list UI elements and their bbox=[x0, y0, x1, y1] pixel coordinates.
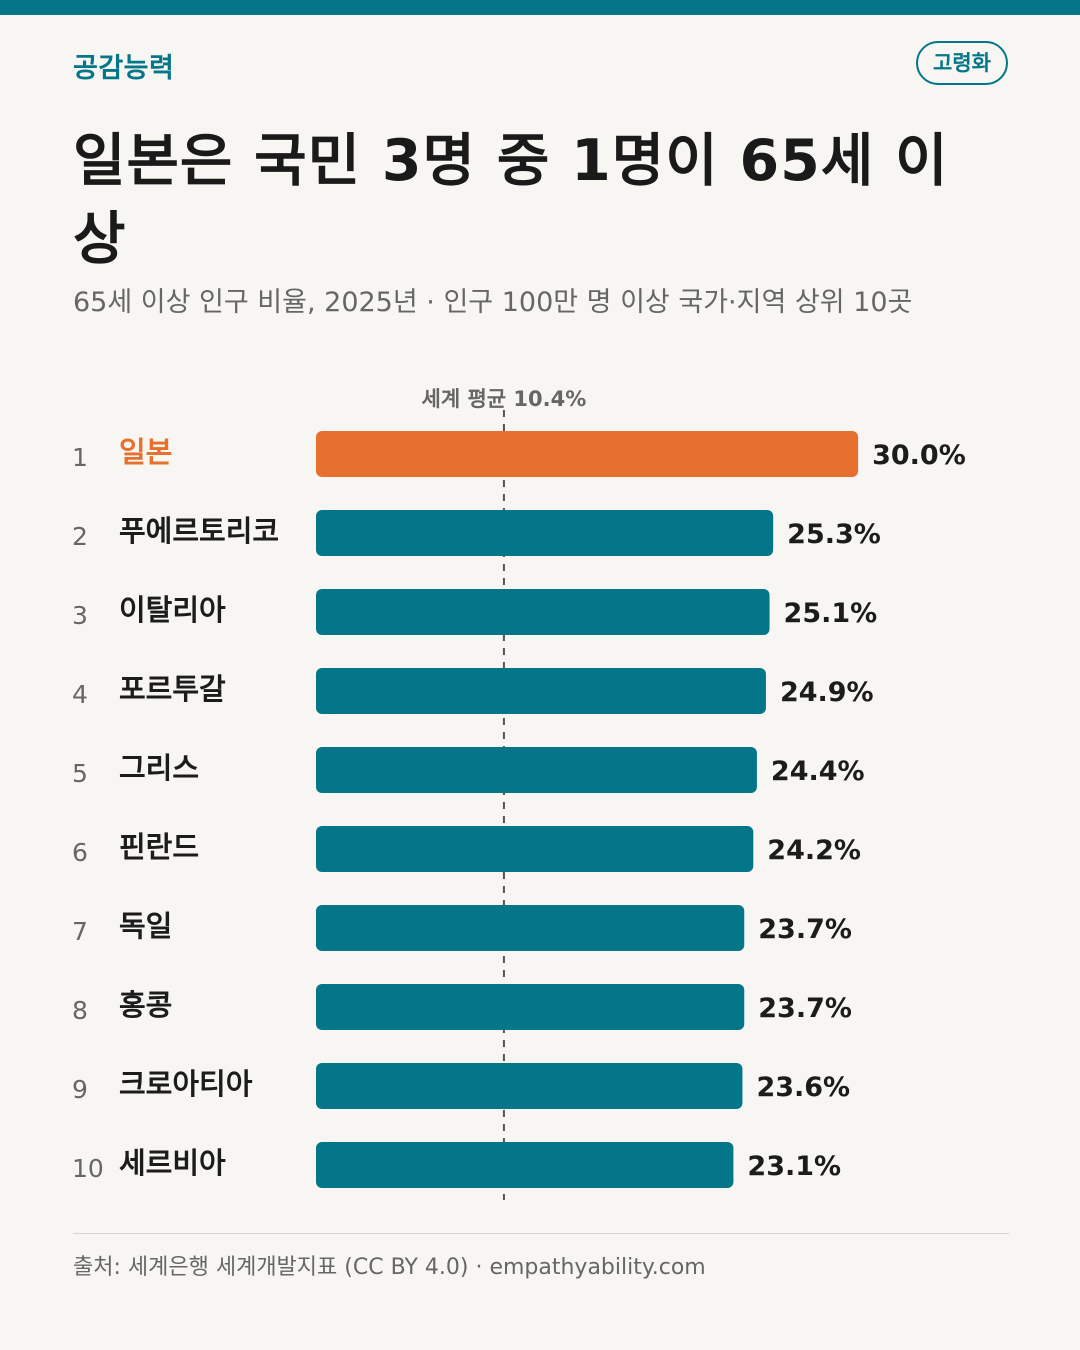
value-label: 23.6% bbox=[756, 1072, 850, 1103]
value-label: 25.1% bbox=[784, 598, 878, 629]
rank-label: 3 bbox=[72, 601, 88, 630]
category-label: 포르투갈 bbox=[119, 672, 226, 706]
bar bbox=[316, 1142, 734, 1188]
category-label: 홍콩 bbox=[119, 988, 172, 1022]
category-label: 그리스 bbox=[119, 751, 199, 785]
rank-label: 1 bbox=[72, 443, 88, 472]
category-label: 독일 bbox=[119, 909, 172, 943]
rank-label: 2 bbox=[72, 522, 88, 551]
value-label: 25.3% bbox=[787, 519, 881, 550]
category-label: 크로아티아 bbox=[119, 1067, 253, 1101]
rank-label: 6 bbox=[72, 838, 88, 867]
reference-line-label: 세계 평균 10.4% bbox=[422, 387, 587, 411]
bar bbox=[316, 510, 774, 556]
source-note: 출처: 세계은행 세계개발지표 (CC BY 4.0) · empathyabi… bbox=[73, 1255, 706, 1280]
brand-name: 공감능력 bbox=[73, 53, 175, 84]
rank-label: 4 bbox=[72, 680, 88, 709]
top-accent-bar bbox=[0, 0, 1080, 15]
value-label: 30.0% bbox=[872, 440, 966, 471]
rank-label: 10 bbox=[72, 1154, 104, 1183]
category-label: 세르비아 bbox=[119, 1146, 226, 1180]
rank-label: 8 bbox=[72, 996, 88, 1025]
category-label: 일본 bbox=[119, 435, 172, 469]
bar-chart: 세계 평균 10.4% 1 일본 30.0% 2 푸에르토리코 25.3% 3 이탈리아 25.1… bbox=[72, 387, 966, 1200]
rank-label: 7 bbox=[72, 917, 88, 946]
value-label: 24.4% bbox=[771, 756, 865, 787]
value-label: 24.2% bbox=[767, 835, 861, 866]
rank-label: 9 bbox=[72, 1075, 88, 1104]
bar bbox=[316, 589, 770, 635]
footer-divider bbox=[73, 1233, 1009, 1234]
value-label: 23.1% bbox=[747, 1151, 841, 1182]
bar bbox=[316, 984, 745, 1030]
category-label: 핀란드 bbox=[119, 830, 199, 864]
bar bbox=[316, 668, 766, 714]
bar bbox=[316, 1063, 743, 1109]
value-label: 23.7% bbox=[758, 993, 852, 1024]
category-label: 이탈리아 bbox=[119, 593, 226, 627]
bar bbox=[316, 431, 859, 477]
bar bbox=[316, 826, 754, 872]
chart-subtitle: 65세 이상 인구 비율, 2025년 · 인구 100만 명 이상 국가·지역… bbox=[73, 287, 913, 318]
category-label: 푸에르토리코 bbox=[119, 514, 279, 548]
value-label: 24.9% bbox=[780, 677, 874, 708]
topic-tag: 고령화 bbox=[916, 41, 1008, 85]
rank-label: 5 bbox=[72, 759, 88, 788]
page-title: 일본은 국민 3명 중 1명이 65세 이상 bbox=[73, 128, 949, 272]
value-label: 23.7% bbox=[758, 914, 852, 945]
bar bbox=[316, 905, 745, 951]
bar bbox=[316, 747, 757, 793]
